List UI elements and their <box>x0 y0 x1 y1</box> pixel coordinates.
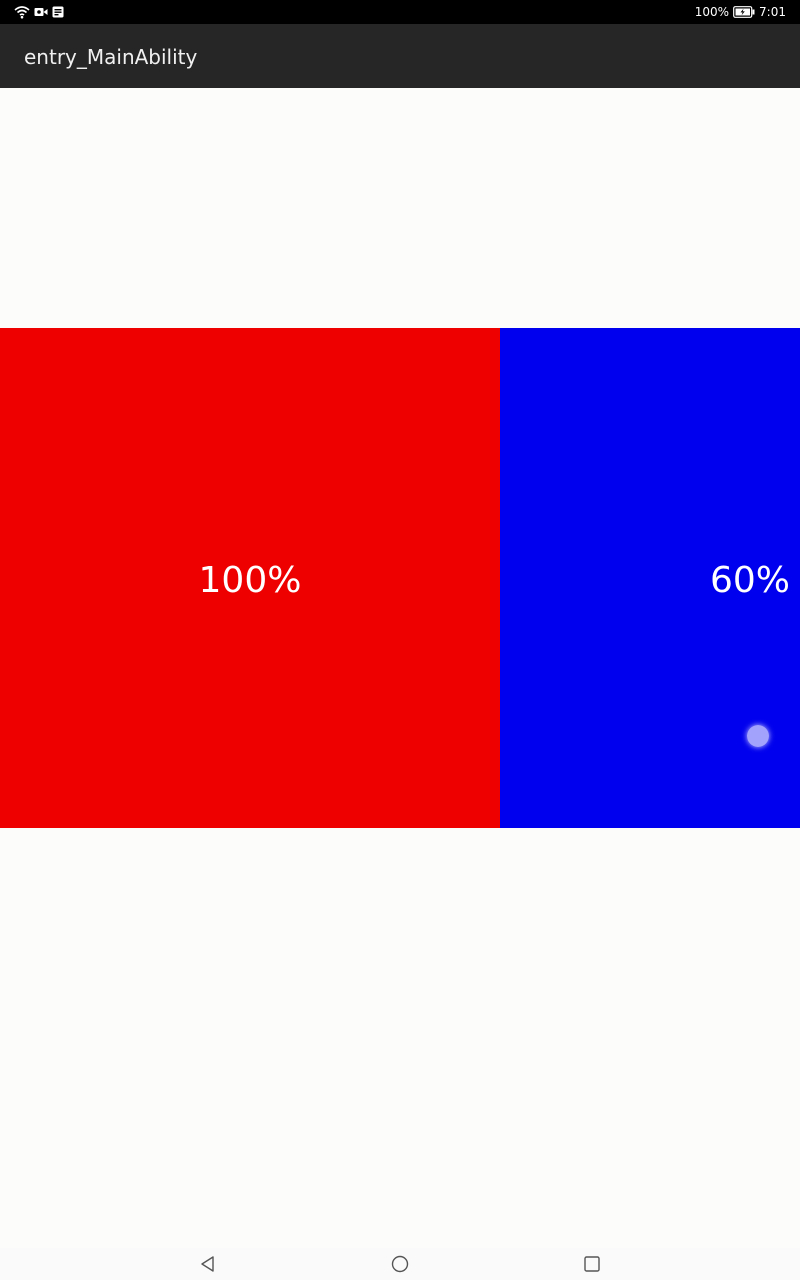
status-bar: 100% 7:01 <box>0 0 800 24</box>
video-record-icon <box>34 6 48 18</box>
back-button[interactable] <box>196 1252 220 1276</box>
notification-icon <box>52 6 64 18</box>
recents-icon <box>583 1255 601 1273</box>
home-icon <box>391 1255 409 1273</box>
app-title-bar: entry_MainAbility <box>0 24 800 88</box>
battery-charging-icon <box>733 6 755 18</box>
status-icons-left <box>14 4 64 20</box>
red-panel-label: 100% <box>198 560 302 601</box>
status-icons-right: 100% 7:01 <box>695 0 786 24</box>
red-panel[interactable]: 100% <box>0 328 500 828</box>
recents-button[interactable] <box>580 1252 604 1276</box>
blue-panel[interactable]: 60% <box>500 328 800 828</box>
wifi-icon <box>14 5 30 19</box>
clock: 7:01 <box>759 5 786 19</box>
home-button[interactable] <box>388 1252 412 1276</box>
navigation-bar <box>0 1248 800 1280</box>
back-icon <box>199 1255 217 1273</box>
app-title: entry_MainAbility <box>24 45 198 69</box>
blue-panel-label: 60% <box>709 560 790 601</box>
battery-percent: 100% <box>694 5 730 19</box>
touch-indicator <box>747 725 769 747</box>
